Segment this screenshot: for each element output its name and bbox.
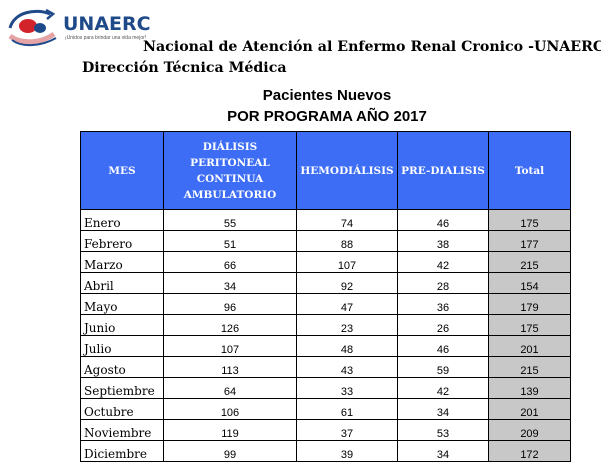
report-title: Pacientes Nuevos xyxy=(262,87,392,104)
col-header-mes: MES xyxy=(80,131,164,210)
dpca-cell: 34 xyxy=(163,272,297,294)
report-subtitle: POR PROGRAMA AÑO 2017 xyxy=(227,108,427,125)
kidney-hands-icon xyxy=(8,8,57,46)
table-body: Enero 55 74 46 175 Febrero 51 88 38 177 Marzo 66 107… xyxy=(80,209,571,462)
total-cell: 175 xyxy=(488,209,571,231)
predialisis-cell: 36 xyxy=(397,293,489,315)
dpca-cell: 51 xyxy=(163,230,297,252)
total-cell: 139 xyxy=(488,377,571,399)
month-cell: Enero xyxy=(80,209,164,231)
month-cell: Febrero xyxy=(80,230,164,252)
dpca-cell: 99 xyxy=(163,440,297,462)
table-row: Marzo 66 107 42 215 xyxy=(80,251,571,273)
total-cell: 201 xyxy=(488,398,571,420)
table-row: Enero 55 74 46 175 xyxy=(80,209,571,231)
dpca-cell: 107 xyxy=(163,335,297,357)
hemodialisis-cell: 92 xyxy=(296,272,398,294)
month-cell: Marzo xyxy=(80,251,164,273)
predialisis-cell: 46 xyxy=(397,335,489,357)
hemodialisis-cell: 88 xyxy=(296,230,398,252)
total-cell: 177 xyxy=(488,230,571,252)
total-cell: 154 xyxy=(488,272,571,294)
hemodialisis-cell: 74 xyxy=(296,209,398,231)
total-cell: 172 xyxy=(488,440,571,462)
table-row: Agosto 113 43 59 215 xyxy=(80,356,571,378)
total-cell: 179 xyxy=(488,293,571,315)
hemodialisis-cell: 48 xyxy=(296,335,398,357)
hemodialisis-cell: 107 xyxy=(296,251,398,273)
col-header-hemodialisis: HEMODIÁLISIS xyxy=(296,131,398,210)
total-cell: 215 xyxy=(488,356,571,378)
month-cell: Abril xyxy=(80,272,164,294)
predialisis-cell: 46 xyxy=(397,209,489,231)
predialisis-cell: 59 xyxy=(397,356,489,378)
predialisis-cell: 28 xyxy=(397,272,489,294)
table-row: Mayo 96 47 36 179 xyxy=(80,293,571,315)
month-cell: Junio xyxy=(80,314,164,336)
hemodialisis-cell: 47 xyxy=(296,293,398,315)
hemodialisis-cell: 61 xyxy=(296,398,398,420)
total-cell: 215 xyxy=(488,251,571,273)
dpca-cell: 55 xyxy=(163,209,297,231)
predialisis-cell: 38 xyxy=(397,230,489,252)
patients-table: MES DIÁLISIS PERITONEAL CONTINUA AMBULAT… xyxy=(80,131,571,462)
hemodialisis-cell: 39 xyxy=(296,440,398,462)
total-cell: 175 xyxy=(488,314,571,336)
logo-tagline: ¡Unidos para brindar una vida mejor! xyxy=(65,35,147,41)
unaerc-logo: UNAERC ¡Unidos para brindar una vida mej… xyxy=(6,4,151,48)
table-row: Septiembre 64 33 42 139 xyxy=(80,377,571,399)
table-header-row: MES DIÁLISIS PERITONEAL CONTINUA AMBULAT… xyxy=(80,131,571,210)
department-name: Dirección Técnica Médica xyxy=(82,60,287,76)
table-row: Febrero 51 88 38 177 xyxy=(80,230,571,252)
dpca-cell: 106 xyxy=(163,398,297,420)
total-cell: 201 xyxy=(488,335,571,357)
table-row: Diciembre 99 39 34 172 xyxy=(80,440,571,462)
predialisis-cell: 26 xyxy=(397,314,489,336)
dpca-cell: 96 xyxy=(163,293,297,315)
organization-name: Nacional de Atención al Enfermo Renal Cr… xyxy=(143,39,601,55)
table-row: Abril 34 92 28 154 xyxy=(80,272,571,294)
dpca-cell: 66 xyxy=(163,251,297,273)
total-cell: 209 xyxy=(488,419,571,441)
col-header-dpca: DIÁLISIS PERITONEAL CONTINUA AMBULATORIO xyxy=(163,131,297,210)
hemodialisis-cell: 37 xyxy=(296,419,398,441)
dpca-cell: 64 xyxy=(163,377,297,399)
month-cell: Mayo xyxy=(80,293,164,315)
dpca-cell: 126 xyxy=(163,314,297,336)
predialisis-cell: 34 xyxy=(397,398,489,420)
predialisis-cell: 42 xyxy=(397,377,489,399)
hemodialisis-cell: 23 xyxy=(296,314,398,336)
month-cell: Noviembre xyxy=(80,419,164,441)
predialisis-cell: 34 xyxy=(397,440,489,462)
table-row: Julio 107 48 46 201 xyxy=(80,335,571,357)
predialisis-cell: 53 xyxy=(397,419,489,441)
month-cell: Diciembre xyxy=(80,440,164,462)
col-header-predialisis: PRE-DIALISIS xyxy=(397,131,489,210)
month-cell: Julio xyxy=(80,335,164,357)
predialisis-cell: 42 xyxy=(397,251,489,273)
dpca-cell: 119 xyxy=(163,419,297,441)
dpca-cell: 113 xyxy=(163,356,297,378)
month-cell: Agosto xyxy=(80,356,164,378)
hemodialisis-cell: 33 xyxy=(296,377,398,399)
logo-name: UNAERC xyxy=(63,13,151,35)
month-cell: Octubre xyxy=(80,398,164,420)
col-header-total: Total xyxy=(488,131,571,210)
table-row: Noviembre 119 37 53 209 xyxy=(80,419,571,441)
table-row: Octubre 106 61 34 201 xyxy=(80,398,571,420)
month-cell: Septiembre xyxy=(80,377,164,399)
table-row: Junio 126 23 26 175 xyxy=(80,314,571,336)
hemodialisis-cell: 43 xyxy=(296,356,398,378)
